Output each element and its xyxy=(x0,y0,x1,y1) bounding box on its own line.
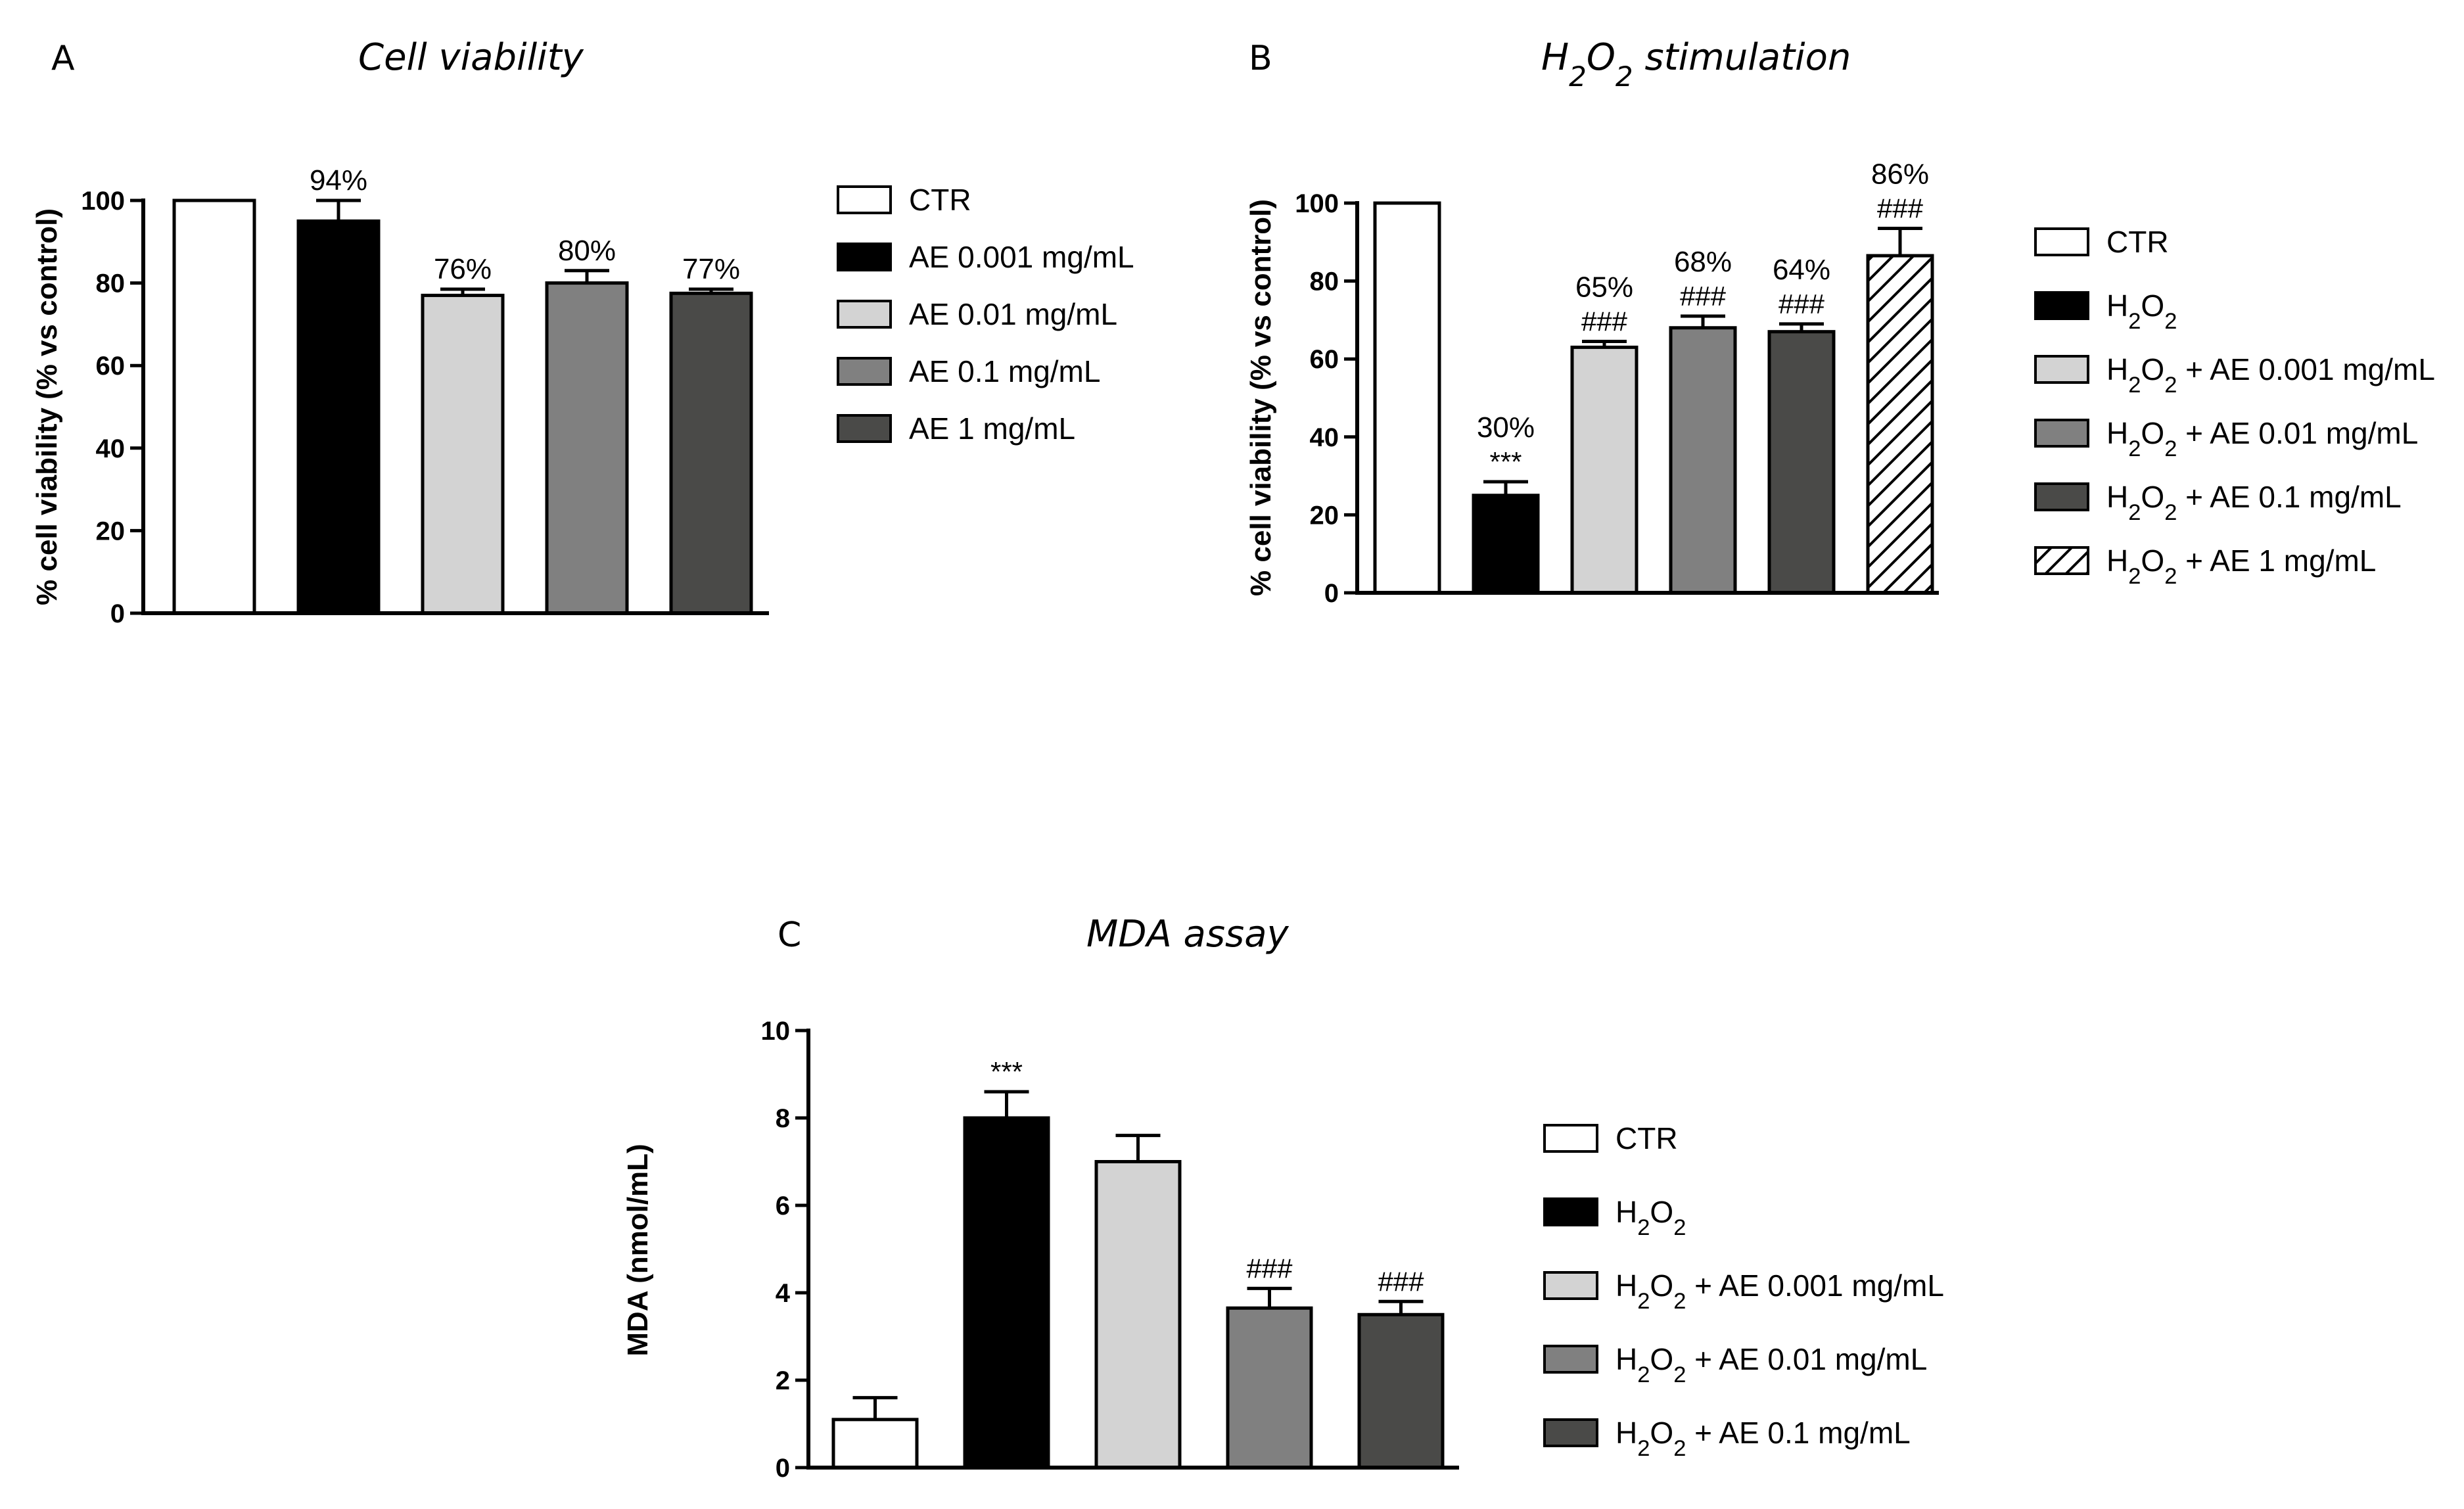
bar xyxy=(963,1116,1050,1470)
legend-swatch xyxy=(837,300,892,329)
y-tick-label: 20 xyxy=(96,517,126,546)
legend-swatch xyxy=(2034,291,2089,320)
legend-label: H2O2 xyxy=(1616,1195,1686,1240)
legend-swatch xyxy=(1543,1197,1598,1226)
y-tick-label: 10 xyxy=(761,1017,791,1046)
data-label: 76% xyxy=(434,253,492,285)
chart-panel-b: % cell viability (% vs control) ***30% ###… xyxy=(1245,158,2435,608)
legend-swatch xyxy=(1543,1345,1598,1374)
significance-label: ### xyxy=(1877,193,1924,224)
legend-label: CTR xyxy=(1616,1121,1678,1155)
y-tick-label: 0 xyxy=(776,1454,790,1483)
bar xyxy=(1669,326,1737,595)
data-label: 80% xyxy=(558,235,616,267)
significance-label: ### xyxy=(1581,306,1628,337)
chart-panel-c: MDA (nmol/mL) *** ### ### 0 2 4 6 8 10 CTR H2O2 H2O2… xyxy=(622,1017,1944,1483)
panel-b-title: H2O2 stimulation xyxy=(1541,36,1851,93)
significance-label: ### xyxy=(1680,281,1727,312)
legend-swatch xyxy=(837,357,892,386)
significance-label: *** xyxy=(1489,446,1522,477)
legend-label: H2O2 + AE 0.001 mg/mL xyxy=(1616,1268,1944,1314)
legend-swatch xyxy=(837,414,892,443)
y-tick-label: 80 xyxy=(96,269,126,298)
y-axis-label: % cell viability (% vs control) xyxy=(31,208,63,605)
data-label: 30% xyxy=(1477,411,1535,444)
bar xyxy=(421,293,505,615)
legend-label: H2O2 + AE 0.1 mg/mL xyxy=(2106,480,2402,525)
y-tick-label: 40 xyxy=(96,434,126,463)
chart-panel-a: % cell viability (% vs control) 94% 76% 80%… xyxy=(31,164,1134,628)
significance-label: ### xyxy=(1246,1253,1293,1284)
bar xyxy=(1373,201,1441,595)
panel-b-letter: B xyxy=(1249,39,1272,78)
legend-label: AE 0.1 mg/mL xyxy=(909,354,1100,388)
y-tick-label: 0 xyxy=(1324,579,1339,608)
data-label: 64% xyxy=(1773,254,1830,286)
y-tick-label: 0 xyxy=(110,599,125,628)
bar xyxy=(1472,494,1540,595)
bar xyxy=(831,1418,919,1470)
y-axis-label: % cell viability (% vs control) xyxy=(1245,199,1277,596)
legend-swatch xyxy=(2034,355,2089,384)
bar xyxy=(545,281,629,615)
legend-swatch xyxy=(1543,1124,1598,1153)
legend-label: H2O2 + AE 1 mg/mL xyxy=(2106,544,2376,589)
legend-swatch xyxy=(837,243,892,271)
significance-label: ### xyxy=(1378,1266,1424,1297)
y-tick-label: 8 xyxy=(776,1104,790,1133)
data-label: 94% xyxy=(310,164,367,197)
legend-swatch xyxy=(1543,1418,1598,1447)
y-tick-label: 4 xyxy=(776,1279,791,1308)
panel-a-letter: A xyxy=(51,39,75,78)
y-tick-label: 6 xyxy=(776,1192,790,1220)
bar xyxy=(1226,1306,1313,1470)
bar xyxy=(1767,330,1836,595)
y-axis-label: MDA (nmol/mL) xyxy=(622,1144,654,1356)
legend-swatch xyxy=(2034,482,2089,511)
legend-swatch xyxy=(837,185,892,214)
bar xyxy=(172,198,256,615)
y-tick-label: 80 xyxy=(1310,267,1339,296)
legend-label: H2O2 + AE 0.1 mg/mL xyxy=(1616,1416,1911,1461)
bar xyxy=(1570,345,1639,595)
legend-swatch xyxy=(2034,419,2089,448)
legend-label: AE 0.001 mg/mL xyxy=(909,240,1134,274)
legend-swatch xyxy=(1543,1271,1598,1300)
data-label: 86% xyxy=(1871,158,1929,191)
legend-swatch xyxy=(2034,227,2089,256)
bar xyxy=(669,291,753,615)
y-tick-label: 40 xyxy=(1310,423,1339,452)
legend-label: H2O2 + AE 0.01 mg/mL xyxy=(1616,1342,1927,1387)
legend-label: CTR xyxy=(909,183,971,217)
significance-label: ### xyxy=(1778,289,1825,319)
data-label: 68% xyxy=(1674,246,1732,278)
y-tick-label: 100 xyxy=(1295,189,1339,218)
data-label: 77% xyxy=(682,253,740,285)
bar xyxy=(1094,1160,1182,1470)
panel-c-letter: C xyxy=(778,916,801,955)
legend-label: AE 0.01 mg/mL xyxy=(909,297,1117,331)
legend-swatch xyxy=(2034,546,2089,575)
legend-label: H2O2 + AE 0.01 mg/mL xyxy=(2106,416,2418,461)
panel-c-title: MDA assay xyxy=(1086,913,1290,956)
y-tick-label: 2 xyxy=(776,1366,790,1395)
y-tick-label: 60 xyxy=(96,352,126,381)
bar xyxy=(296,219,381,615)
y-tick-label: 20 xyxy=(1310,501,1339,530)
legend-label: CTR xyxy=(2106,225,2169,259)
data-label: 65% xyxy=(1575,271,1633,304)
legend-label: H2O2 xyxy=(2106,289,2177,334)
legend-label: H2O2 + AE 0.001 mg/mL xyxy=(2106,352,2435,398)
y-tick-label: 100 xyxy=(81,187,125,216)
panel-a-title: Cell viability xyxy=(358,36,584,79)
legend-label: AE 1 mg/mL xyxy=(909,411,1075,446)
significance-label: *** xyxy=(990,1056,1023,1087)
bar xyxy=(1357,1312,1445,1470)
bar xyxy=(1866,254,1934,595)
y-tick-label: 60 xyxy=(1310,345,1339,374)
